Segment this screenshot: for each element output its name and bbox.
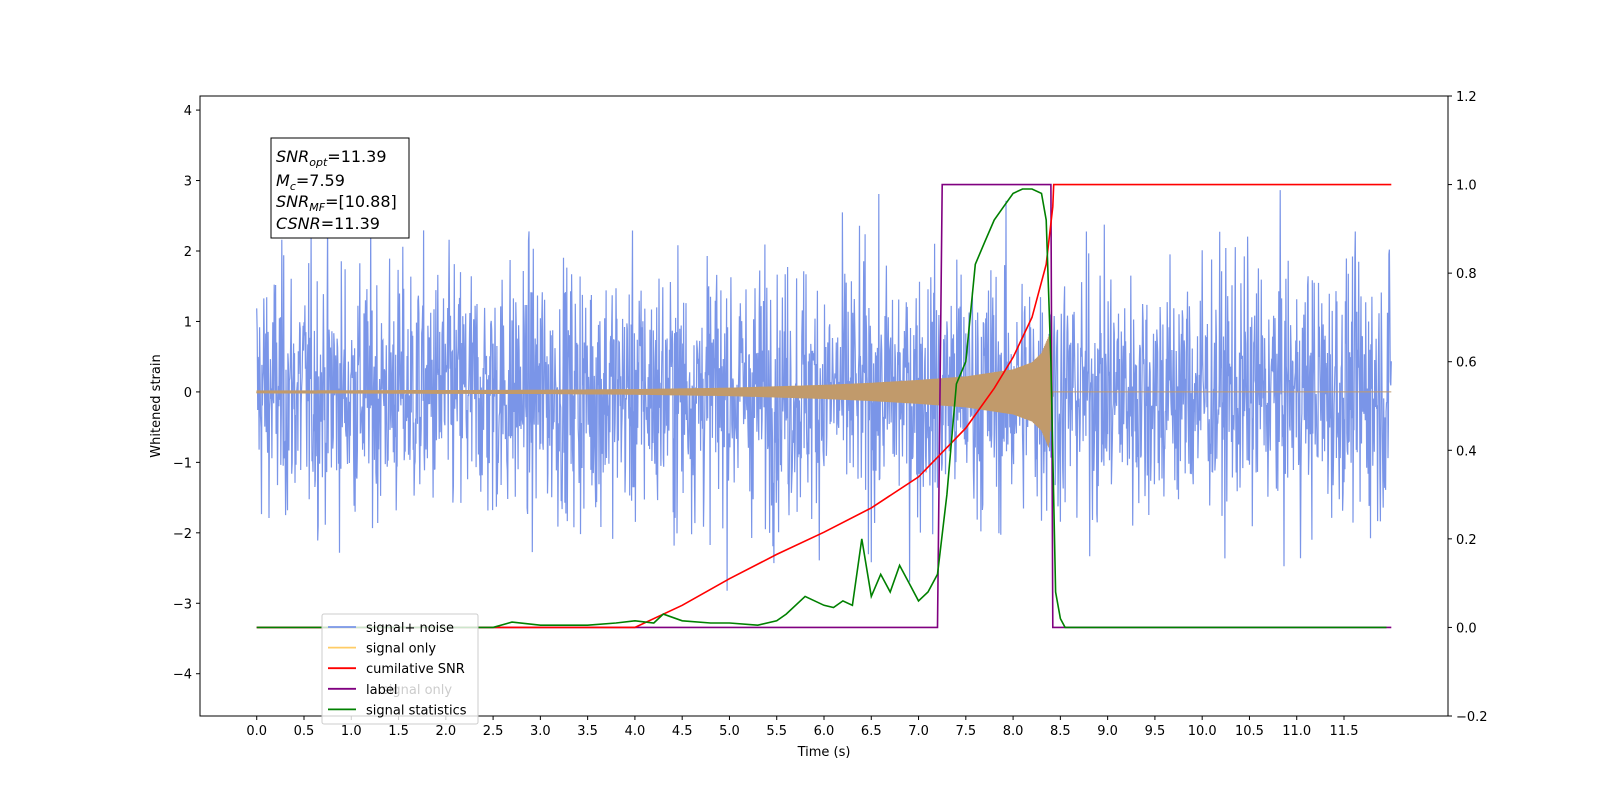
annotation-box bbox=[270, 137, 410, 239]
x-tick-label: 1.0 bbox=[341, 724, 362, 739]
x-tick-label: 7.0 bbox=[908, 724, 929, 739]
y-axis-left: 4 3 2 1 0 −1 −2 −3 −4 bbox=[173, 104, 200, 683]
snr-mf-text: SNRMF=[10.88] bbox=[276, 192, 397, 214]
legend-hidden-text: signal only bbox=[382, 683, 452, 698]
y-tick-label: −4 bbox=[173, 668, 192, 683]
snr-opt-text: SNRopt=11.39 bbox=[276, 147, 387, 169]
y2-tick-label: 0.8 bbox=[1456, 267, 1477, 282]
x-tick-label: 6.5 bbox=[861, 724, 882, 739]
x-tick-label: 9.5 bbox=[1145, 724, 1166, 739]
y-tick-label: −1 bbox=[173, 456, 192, 471]
x-tick-label: 4.5 bbox=[672, 724, 693, 739]
legend-label: signal statistics bbox=[366, 703, 467, 718]
x-tick-label: 8.0 bbox=[1003, 724, 1024, 739]
y2-tick-label: 1.0 bbox=[1456, 179, 1477, 194]
x-tick-label: 9.0 bbox=[1097, 724, 1118, 739]
y-tick-label: 0 bbox=[184, 386, 192, 401]
stats-annotation: SNRopt=11.39 Mc=7.59 SNRMF=[10.88] CSNR=… bbox=[270, 137, 410, 239]
series-signal-statistics bbox=[256, 188, 1387, 629]
series-signal-only bbox=[256, 335, 1392, 448]
y-tick-label: 3 bbox=[184, 175, 192, 190]
x-tick-label: 7.5 bbox=[955, 724, 976, 739]
csnr-text: CSNR=11.39 bbox=[276, 214, 380, 233]
x-tick-label: 11.0 bbox=[1282, 724, 1311, 739]
x-tick-label: 2.0 bbox=[435, 724, 456, 739]
y-tick-label: −2 bbox=[173, 527, 192, 542]
x-tick-label: 1.5 bbox=[388, 724, 409, 739]
y2-tick-label: 0.6 bbox=[1456, 356, 1477, 371]
x-tick-label: 2.5 bbox=[483, 724, 504, 739]
x-axis: 0.0 0.5 1.0 1.5 2.0 2.5 3.0 3.5 4.0 4.5 5.0 5.5 6.0 6… bbox=[246, 716, 1358, 739]
y-tick-label: 1 bbox=[184, 315, 192, 330]
data-layer bbox=[256, 183, 1392, 629]
y-tick-label: 4 bbox=[184, 104, 192, 119]
x-tick-label: 3.0 bbox=[530, 724, 551, 739]
mc-text: Mc=7.59 bbox=[276, 171, 345, 193]
y2-tick-label: 1.2 bbox=[1456, 90, 1477, 105]
legend-box bbox=[321, 613, 479, 725]
x-axis-label: Time (s) bbox=[797, 745, 851, 760]
x-tick-label: 11.5 bbox=[1330, 724, 1359, 739]
y2-tick-label: 0.2 bbox=[1456, 533, 1477, 548]
legend-label: label bbox=[366, 683, 397, 698]
y-axis-label: Whitened strain bbox=[149, 354, 164, 457]
y2-tick-label: 0.4 bbox=[1456, 444, 1477, 459]
x-tick-label: 0.0 bbox=[246, 724, 267, 739]
x-tick-label: 5.5 bbox=[766, 724, 787, 739]
x-tick-label: 6.0 bbox=[814, 724, 835, 739]
y-tick-label: 2 bbox=[184, 245, 192, 260]
y2-tick-label: 0.0 bbox=[1456, 621, 1477, 636]
series-signal-noise bbox=[256, 190, 1392, 591]
x-tick-label: 8.5 bbox=[1050, 724, 1071, 739]
legend-label: cumilative SNR bbox=[366, 662, 465, 677]
x-tick-label: 10.5 bbox=[1235, 724, 1264, 739]
x-tick-label: 10.0 bbox=[1188, 724, 1217, 739]
y2-tick-label: −0.2 bbox=[1456, 710, 1488, 725]
y-axis-right: 1.2 1.0 0.8 0.6 0.4 0.2 0.0 −0.2 bbox=[1448, 90, 1488, 725]
series-cumulative-snr bbox=[256, 183, 1392, 629]
series-label bbox=[256, 183, 1392, 629]
x-tick-label: 5.0 bbox=[719, 724, 740, 739]
legend-entries: signal+ noise signal only cumilative SNR la… bbox=[328, 621, 467, 718]
x-tick-label: 4.0 bbox=[625, 724, 646, 739]
legend-label: signal+ noise bbox=[366, 621, 454, 636]
x-tick-label: 3.5 bbox=[577, 724, 598, 739]
legend-label: signal only bbox=[366, 642, 436, 657]
x-tick-label: 0.5 bbox=[294, 724, 315, 739]
legend: signal only signal+ noise signal only cumi… bbox=[321, 613, 479, 725]
y-tick-label: −3 bbox=[173, 597, 192, 612]
